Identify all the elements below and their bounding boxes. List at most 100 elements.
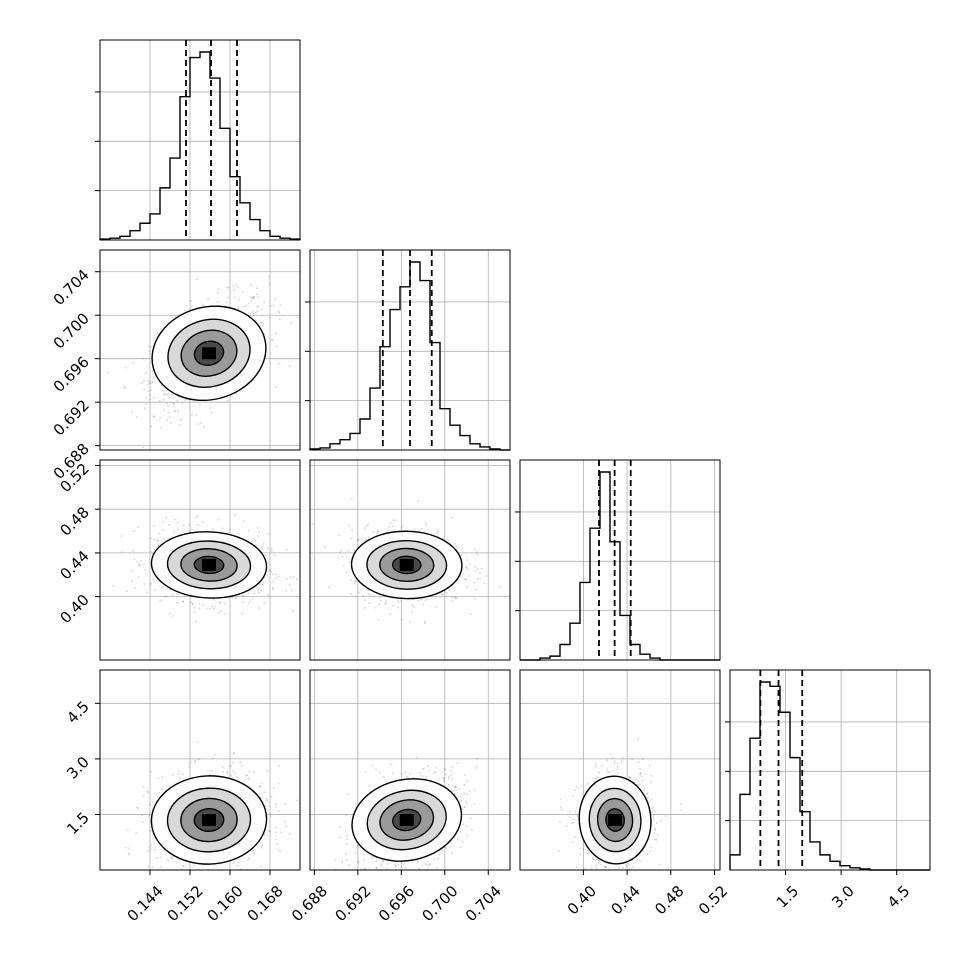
scatter-point <box>461 807 463 810</box>
scatter-point <box>574 810 577 813</box>
scatter-point <box>142 821 145 823</box>
scatter-point <box>142 446 145 449</box>
scatter-point <box>106 371 109 374</box>
scatter-point <box>440 771 443 774</box>
scatter-point <box>454 596 456 598</box>
scatter-point <box>169 784 172 787</box>
scatter-point <box>153 415 155 417</box>
scatter-point <box>476 551 478 553</box>
scatter-point <box>133 558 136 561</box>
scatter-point <box>226 286 228 288</box>
scatter-point <box>471 829 473 831</box>
scatter-point <box>378 593 380 596</box>
scatter-point <box>153 376 156 378</box>
scatter-point <box>202 520 204 523</box>
scatter-point <box>162 399 165 401</box>
scatter-point <box>465 825 468 828</box>
scatter-point <box>192 602 194 605</box>
scatter-point <box>217 518 220 521</box>
scatter-point <box>357 846 360 849</box>
scatter-point <box>422 603 424 606</box>
scatter-point <box>147 345 150 347</box>
scatter-point <box>248 770 250 773</box>
scatter-point <box>465 566 468 569</box>
scatter-point <box>409 620 411 623</box>
scatter-point <box>150 770 152 773</box>
scatter-point <box>357 861 360 864</box>
scatter-point <box>132 549 134 552</box>
scatter-point <box>637 738 639 740</box>
scatter-point <box>174 410 177 413</box>
scatter-point <box>145 372 147 374</box>
scatter-point <box>195 414 198 416</box>
scatter-point <box>365 771 367 773</box>
scatter-point <box>569 810 571 813</box>
scatter-point <box>138 562 140 565</box>
scatter-point <box>202 604 204 606</box>
scatter-point <box>217 611 220 614</box>
scatter-point <box>188 765 190 768</box>
scatter-point <box>121 551 123 553</box>
scatter-point <box>269 815 272 817</box>
scatter-point <box>210 412 213 414</box>
scatter-point <box>348 864 350 867</box>
scatter-point <box>256 310 259 312</box>
scatter-point <box>149 382 151 385</box>
scatter-point <box>177 528 179 531</box>
scatter-point <box>174 315 177 318</box>
scatter-point <box>404 771 407 773</box>
scatter-point <box>223 613 226 615</box>
scatter-point <box>384 871 386 873</box>
scatter-point <box>355 846 358 849</box>
scatter-point <box>223 876 225 878</box>
scatter-point <box>453 589 455 592</box>
scatter-point <box>424 620 427 623</box>
scatter-point <box>451 766 454 768</box>
scatter-point <box>375 866 378 869</box>
scatter-point <box>642 850 645 852</box>
scatter-point <box>274 386 277 388</box>
scatter-point <box>680 803 682 805</box>
scatter-point <box>367 593 370 595</box>
panel-3-0 <box>99 669 305 878</box>
scatter-point <box>184 399 186 401</box>
scatter-point <box>416 756 418 759</box>
scatter-point <box>596 858 598 861</box>
scatter-point <box>255 544 257 546</box>
scatter-point <box>149 346 152 348</box>
panel-content <box>310 670 510 884</box>
scatter-point <box>454 786 457 789</box>
scatter-point <box>216 301 219 304</box>
scatter-point <box>267 830 270 832</box>
scatter-point <box>180 418 183 420</box>
scatter-point <box>137 807 140 810</box>
scatter-point <box>303 855 305 857</box>
scatter-point <box>450 774 453 777</box>
scatter-point <box>182 601 184 603</box>
scatter-point <box>196 278 198 280</box>
scatter-point <box>267 594 269 596</box>
scatter-point <box>629 868 631 870</box>
scatter-point <box>184 874 186 876</box>
scatter-point <box>166 393 169 395</box>
scatter-point <box>219 873 221 875</box>
scatter-point <box>265 797 268 800</box>
scatter-point <box>242 520 245 523</box>
scatter-point <box>211 605 213 608</box>
scatter-point <box>182 600 184 603</box>
scatter-point <box>462 573 465 575</box>
scatter-point <box>362 853 365 856</box>
scatter-point <box>209 407 212 409</box>
scatter-point <box>386 872 388 874</box>
scatter-point <box>150 844 153 846</box>
scatter-point <box>278 810 280 812</box>
scatter-point <box>401 525 404 527</box>
scatter-point <box>272 787 275 789</box>
scatter-point <box>188 531 191 533</box>
scatter-point <box>290 589 293 592</box>
scatter-point <box>159 328 162 331</box>
scatter-point <box>464 805 467 808</box>
scatter-point <box>340 882 342 884</box>
scatter-point <box>560 808 563 811</box>
scatter-point <box>178 419 181 421</box>
